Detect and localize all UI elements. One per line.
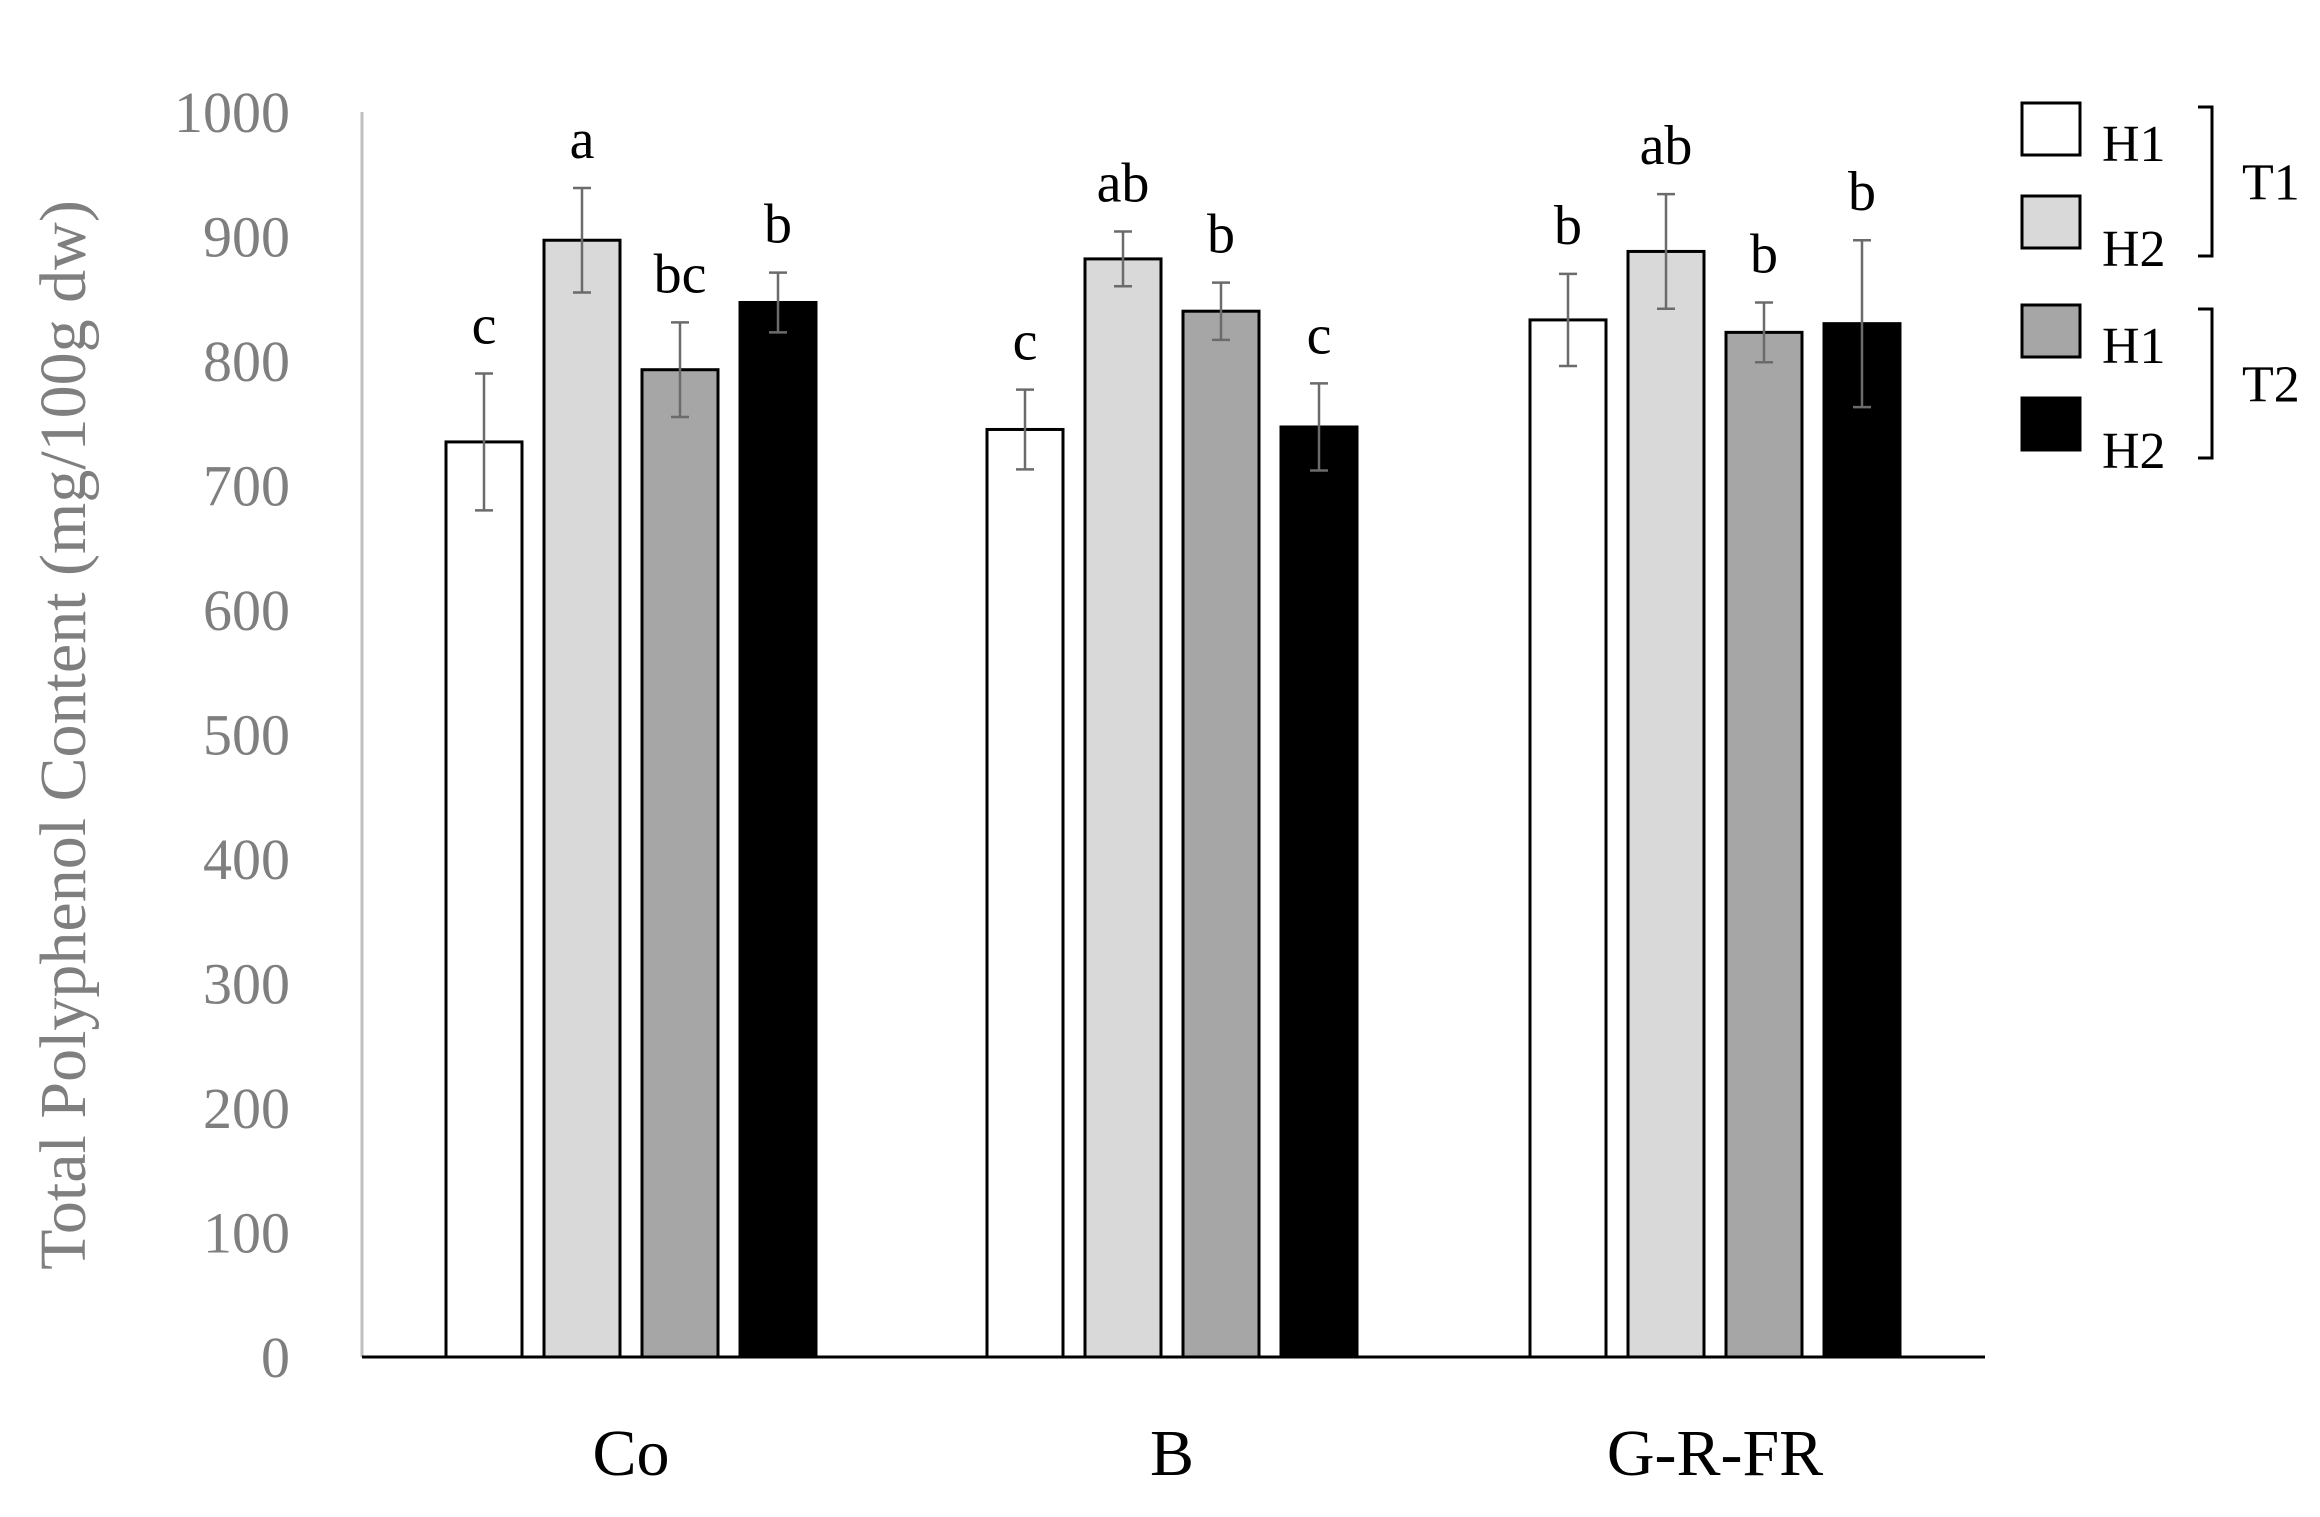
significance-label: c [1307,304,1332,366]
bar-b-t1-h1 [985,427,1065,1359]
legend-swatch [2020,101,2082,157]
error-bar [1310,382,1328,472]
legend-entry-label: H1 [2102,318,2166,375]
y-tick-label: 200 [203,1076,290,1141]
bar-g-r-fr-t2-h1 [1724,330,1804,1359]
bar-g-r-fr-t2-h2 [1822,322,1902,1359]
significance-label: bc [654,243,707,305]
bar-b-t2-h1 [1181,309,1261,1359]
y-axis-ticks: 0 100 200 300 400 500 600 700 800 900 1000 [174,80,290,1390]
legend-entry-label: H2 [2102,423,2166,480]
bar-co-t1-h2 [542,238,622,1359]
bar-co-t1-h1 [444,440,524,1359]
y-axis-label: Total Polyphenol Content (mg/100g dw) [27,200,100,1270]
legend-group-label: T2 [2242,357,2300,414]
y-tick-label: 500 [203,703,290,768]
error-bar [1016,388,1034,471]
category-label: Co [592,1417,669,1490]
significance-label: a [570,109,595,171]
legend-entry-label: H2 [2102,221,2166,278]
y-tick-label: 1000 [174,80,290,145]
y-tick-label: 900 [203,205,290,270]
y-tick-label: 600 [203,578,290,643]
legend-group-t2: H1 H2 T2 [2020,303,2300,480]
error-bar [671,321,689,419]
bar-co-t2-h2 [738,300,818,1359]
significance-label: b [764,194,792,256]
error-bar [573,186,591,294]
error-bar [1755,301,1773,364]
bar-b-t2-h2 [1279,425,1359,1359]
legend: H1 H2 T1 H1 H2 T2 [2020,101,2300,480]
legend-bracket [2198,105,2214,258]
axes [360,112,1985,1359]
bar-b-t1-h2 [1083,257,1163,1359]
significance-label: c [472,294,497,356]
significance-label: c [1013,311,1038,373]
legend-swatch [2020,303,2082,359]
bar-g-r-fr-t1-h1 [1528,318,1608,1359]
significance-label: b [1750,223,1778,285]
significance-label: b [1554,195,1582,257]
category-label: B [1150,1417,1194,1490]
legend-entry-label: H1 [2102,116,2166,173]
y-tick-label: 300 [203,952,290,1017]
error-bar [769,271,787,334]
category-labels: Co B G-R-FR [592,1417,1823,1490]
significance-label: ab [1640,115,1693,177]
error-bar [1114,230,1132,288]
category-label: G-R-FR [1607,1417,1823,1490]
y-tick-label: 100 [203,1201,290,1266]
bar-g-r-fr-t1-h2 [1626,249,1706,1359]
y-tick-label: 700 [203,454,290,519]
significance-label: ab [1097,153,1150,215]
error-bar [1559,272,1577,368]
y-tick-label: 400 [203,827,290,892]
legend-swatch [2020,396,2082,452]
legend-group-t1: H1 H2 T1 [2020,101,2300,278]
y-tick-label: 800 [203,329,290,394]
legend-bracket [2198,307,2214,460]
significance-label: b [1848,161,1876,223]
y-tick-label: 0 [261,1325,290,1390]
legend-group-label: T1 [2242,155,2300,212]
error-bar [475,372,493,512]
error-bar [1853,238,1871,409]
error-bar [1657,192,1675,310]
legend-swatch [2020,194,2082,250]
bar-co-t2-h1 [640,368,720,1359]
error-bar [1212,281,1230,342]
significance-label: b [1207,204,1235,266]
